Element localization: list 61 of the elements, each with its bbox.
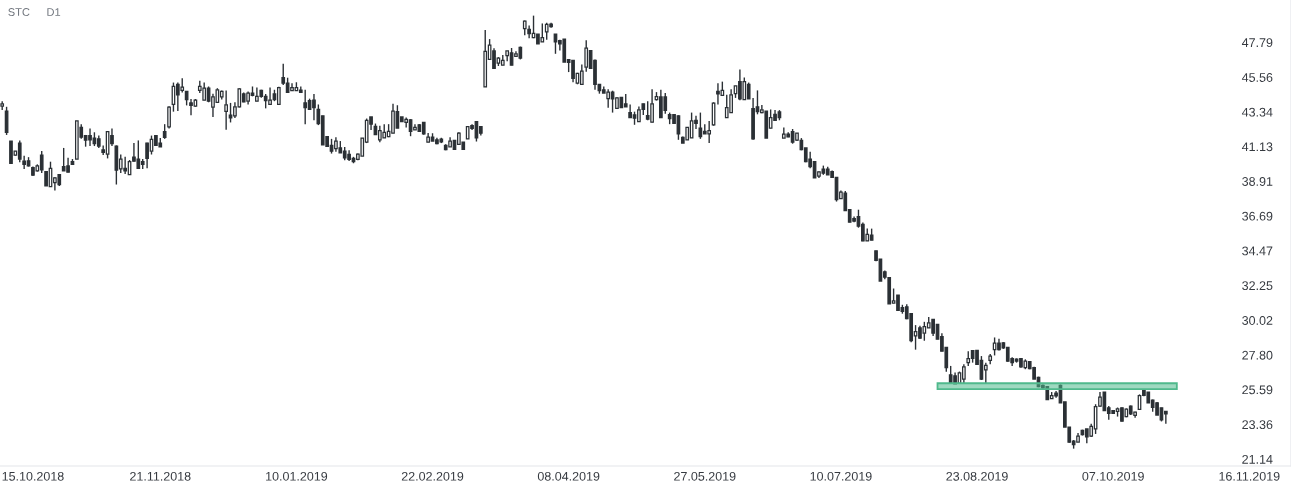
candlestick [224,89,228,131]
y-tick-label: 30.02 [1242,316,1273,325]
x-tick-label: 15.10.2018 [2,471,64,481]
candlestick [540,22,545,43]
candlestick [303,89,308,125]
candlestick [650,88,654,124]
x-tick-label: 23.08.2019 [946,471,1008,481]
candlestick [175,81,180,112]
x-tick-label: 08.04.2019 [537,471,600,481]
y-tick-label: 47.79 [1241,38,1273,48]
candlestick [39,150,44,174]
candlestick [61,147,66,172]
candlestick [922,321,927,342]
candlestick [707,120,712,144]
y-tick-label: 41.13 [1241,142,1273,152]
candlestick [136,139,141,169]
candlestick [312,93,316,121]
candlestick [729,88,733,114]
candlestick [123,156,128,175]
x-tick-label: 22.02.2019 [401,471,464,481]
candlestick [88,127,92,147]
x-tick-label: 16.11.2019 [1219,471,1280,481]
candlestick [211,92,215,118]
candlestick [145,142,149,169]
candlestick [1102,391,1107,412]
candlestick [663,92,668,115]
annotation: STC [8,8,30,16]
y-tick-label: 32.25 [1242,281,1273,291]
candlestick [571,59,575,83]
x-tick-label: 27.05.2019 [674,471,736,481]
candlestick [391,103,395,134]
x-tick-label: 21.11.2018 [130,471,191,481]
candlestick [492,47,496,70]
candlestick [781,126,786,139]
x-tick-label: 07.10.2019 [1082,471,1144,481]
candlestick [742,76,747,101]
candlestick [716,82,720,106]
candlestick [562,38,567,63]
candlestick [584,39,589,73]
y-tick-label: 23.36 [1242,420,1273,430]
y-tick-label: 27.80 [1242,350,1273,360]
x-tick-label: 10.01.2019 [266,471,328,481]
candlestick [1163,410,1168,425]
y-tick-label: 38.91 [1242,177,1273,186]
candlestick [268,86,272,106]
y-tick-label: 43.34 [1241,107,1273,117]
candlestick [962,363,966,384]
y-tick-label: 45.56 [1241,73,1273,82]
candlestick [228,102,233,124]
candlestick [9,140,13,164]
y-tick-label: 36.69 [1242,211,1273,221]
annotation: D1 [47,8,61,16]
y-tick-label: 34.47 [1242,246,1273,256]
candlestick [738,68,742,101]
candlestick [724,94,729,119]
x-tick-label: 10.07.2019 [810,471,872,481]
candlestick [659,89,663,119]
candlestick [983,361,988,384]
y-tick-label: 25.59 [1242,385,1273,395]
y-tick-label: 21.14 [1242,454,1273,464]
candlestick [606,88,611,109]
